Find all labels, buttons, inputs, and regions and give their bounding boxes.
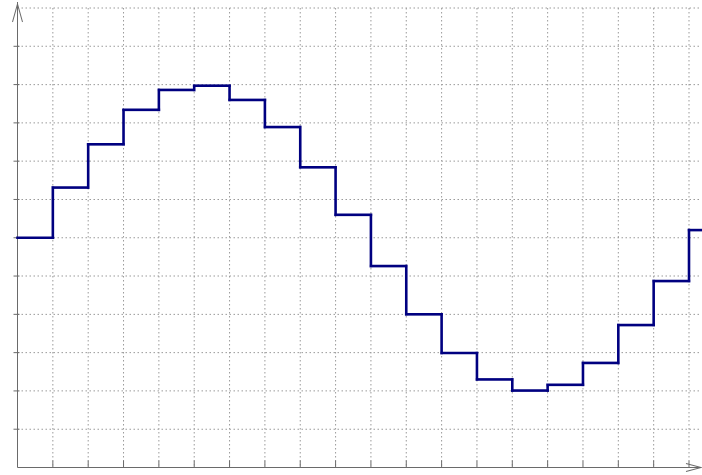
series-layer [18,86,702,391]
grid [18,8,701,468]
axes [13,2,702,472]
